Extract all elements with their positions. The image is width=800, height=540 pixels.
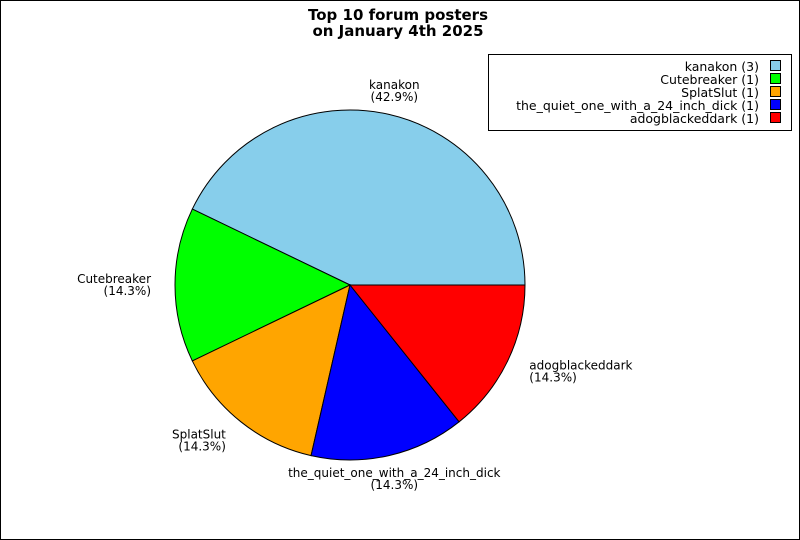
slice-percent-label: (14.3%) [371, 478, 418, 492]
chart-title-line-2: on January 4th 2025 [312, 22, 483, 40]
pie-slice-adogblackeddark [348, 284, 526, 423]
pie-slices [174, 109, 526, 461]
slice-label: the_quiet_one_with_a_24_inch_dick [288, 466, 500, 480]
legend-entry-label: Cutebreaker (1) [660, 72, 759, 87]
legend-entry-label: the_quiet_one_with_a_24_inch_dick (1) [516, 98, 759, 113]
pie-slice-the-quiet-one-with-a-24-inch-dick [310, 283, 460, 461]
slice-percent-label: (14.3%) [104, 284, 151, 298]
legend-swatch [770, 99, 781, 110]
legend-box [488, 54, 792, 131]
legend-entry-label: kanakon (3) [685, 59, 759, 74]
pie-slice-cutebreaker [174, 208, 352, 362]
slice-label: Cutebreaker [77, 272, 151, 286]
chart-title-line-1: Top 10 forum posters [308, 6, 488, 24]
legend-swatch [770, 60, 781, 71]
legend-entry-label: SplatSlut (1) [681, 85, 759, 100]
slice-label: adogblackeddark [529, 358, 632, 372]
legend-swatch [770, 112, 781, 123]
pie-slice-splatslut [191, 284, 351, 457]
legend-entry-label: adogblackeddark (1) [630, 111, 759, 126]
slice-percent-label: (14.3%) [178, 440, 225, 454]
legend-swatch [770, 73, 781, 84]
pie-labels: kanakon(42.9%)Cutebreaker(14.3%)SplatSlu… [77, 78, 632, 492]
pie-slice-kanakon [191, 109, 526, 286]
slice-label: kanakon [369, 78, 420, 92]
legend: kanakon (3)Cutebreaker (1)SplatSlut (1)t… [488, 54, 792, 131]
legend-swatch [770, 86, 781, 97]
slice-percent-label: (14.3%) [529, 370, 576, 384]
slice-label: SplatSlut [172, 428, 226, 442]
slice-percent-label: (42.9%) [371, 90, 418, 104]
